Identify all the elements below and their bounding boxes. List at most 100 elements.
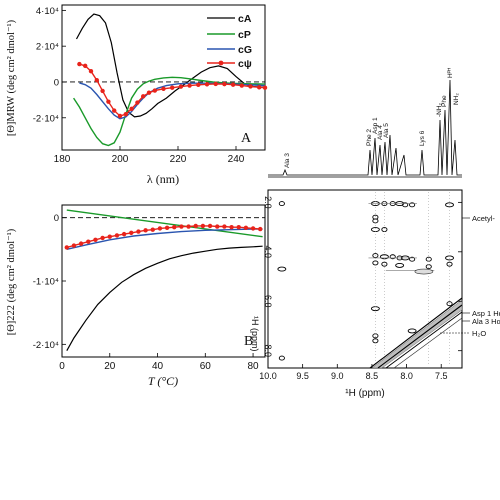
series-point — [150, 227, 155, 232]
nmr-1d-trace — [268, 79, 462, 176]
nmr-cross-peak — [372, 333, 379, 339]
nmr-cross-peak — [278, 201, 285, 207]
nmr-cross-peak — [409, 202, 416, 208]
panel-a-frame — [61, 4, 266, 151]
series-point — [186, 224, 191, 229]
series-point — [88, 69, 94, 74]
panel-a-label: A — [241, 131, 252, 146]
nmr-x-tick-label: 7.5 — [435, 371, 448, 381]
series-point — [170, 85, 175, 90]
nmr-cross-peak — [445, 255, 454, 261]
series-point — [112, 108, 117, 113]
series-point — [200, 223, 206, 229]
panel-a-xlabel: λ (nm) — [147, 172, 179, 186]
series-point — [117, 113, 123, 119]
series-point — [222, 224, 227, 229]
nmr-cross-peak — [407, 328, 417, 334]
series-point — [204, 82, 210, 87]
nmr-side-label-asp1: Asp 1 Hα — [472, 309, 500, 318]
series-line-2 — [66, 209, 263, 238]
nmr-cross-peak — [370, 306, 380, 312]
series-point — [94, 77, 100, 83]
nmr-cross-peak — [381, 261, 388, 267]
nmr-diagonal-line-1 — [369, 297, 463, 369]
x-tick-label: 200 — [112, 154, 129, 165]
panel-a-ylabel: [Θ]MRW (deg cm² dmol⁻¹) — [6, 19, 17, 136]
nmr-label-ala5: Ala 5 — [383, 123, 390, 138]
x-tick-label: 60 — [200, 361, 212, 372]
nmr-y-tick-label: 2.0 — [263, 196, 273, 209]
nmr-label-hph: Hᴾᴴ — [447, 68, 454, 78]
nmr-label-ala3: Ala 3 — [284, 153, 291, 168]
legend-label-ca: cA — [238, 13, 252, 25]
nmr-diagonal-line-2 — [377, 304, 463, 369]
series-point — [178, 84, 184, 89]
nmr-x-ticks: 10.0 9.5 9.0 8.5 8.0 7.5 — [259, 364, 447, 381]
nmr-label-asp1: Asp 1 — [372, 117, 379, 134]
series-point — [250, 226, 256, 231]
nmr-y-ticks: 2.0 4.0 6.0 8.0 — [263, 196, 462, 357]
series-point — [196, 82, 201, 88]
series-point — [121, 231, 127, 237]
series-point — [114, 233, 120, 238]
series-point — [236, 224, 241, 230]
nmr-label-nh2b: NH₂ — [453, 93, 460, 105]
nmr-cross-peak — [395, 262, 405, 268]
series-point — [187, 83, 192, 88]
nmr-label-lys6: Lys 6 — [419, 130, 426, 146]
series-point — [230, 82, 236, 87]
nmr-diagonal-line-4 — [393, 317, 463, 369]
legend-marker-cpsi — [218, 60, 224, 66]
nmr-cross-peak — [372, 253, 379, 258]
series-point — [77, 61, 82, 67]
panel-b-label: B — [244, 334, 253, 349]
series-point — [106, 99, 111, 104]
nmr-x-tick-label: 8.0 — [400, 371, 413, 381]
series-line-1 — [66, 245, 263, 351]
nmr-label-ala4: Ala 4 — [377, 125, 384, 140]
series-point — [93, 237, 98, 243]
series-point — [215, 224, 220, 229]
panel-b-x-ticks: 0 20 40 60 80 — [59, 353, 259, 372]
series-point — [164, 225, 170, 230]
x-tick-label: 240 — [228, 154, 245, 165]
series-point — [129, 230, 134, 236]
panel-a: 180 200 220 240 4·10⁴ 2·10⁴ 0 -2·10⁴ λ (nm) [Θ… — [6, 4, 268, 186]
series-point — [83, 63, 88, 69]
nmr-x-tick-label: 9.5 — [296, 371, 309, 381]
nmr-cross-peak — [425, 256, 432, 262]
series-point — [107, 234, 112, 239]
panel-b: 0 20 40 60 80 0 -1·10⁴ -2·10⁴ T (°C) [Θ]222 (d… — [6, 204, 266, 388]
x-tick-label: 180 — [54, 154, 71, 165]
series-line-1 — [75, 13, 266, 118]
series-point — [262, 85, 268, 90]
x-tick-label: 220 — [170, 154, 187, 165]
series-point — [258, 226, 263, 232]
series-point — [207, 223, 213, 229]
series-point — [64, 245, 69, 250]
panel-a-y-ticks: 4·10⁴ 2·10⁴ 0 -2·10⁴ — [33, 6, 66, 124]
nmr-water-peak — [414, 268, 434, 275]
series-point — [135, 100, 140, 105]
series-point — [100, 235, 105, 241]
nmr-cross-peak — [446, 301, 453, 307]
series-point — [152, 88, 157, 93]
legend-label-cpsi: cψ — [238, 58, 252, 70]
nmr-y-tick-label: 4.0 — [263, 246, 273, 259]
nmr-x-tick-label: 9.0 — [331, 371, 344, 381]
nmr-y-tick-label: 6.0 — [263, 295, 273, 308]
series-point — [248, 84, 253, 89]
series-point — [143, 228, 148, 233]
nmr-cross-peak — [445, 202, 454, 208]
nmr-1d-spectrum: Ala 3 Phe 2 Asp 1 Ala 4 Ala 5 Lys 6 -NH₂… — [268, 68, 462, 178]
y-tick-label: 0 — [54, 77, 59, 88]
nmr-label-phe2: Phe 2 — [366, 129, 373, 146]
nmr-label-phe: Phe — [441, 95, 448, 107]
nmr-cross-peak — [402, 202, 409, 208]
series-point — [157, 226, 163, 231]
nmr-side-labels: Acetyl- Asp 1 Hα Ala 3 Hα H₂O — [440, 214, 500, 338]
nmr-cross-peak — [389, 254, 396, 260]
nmr-cross-peak — [446, 261, 453, 267]
y-tick-label: -2·10⁴ — [33, 340, 59, 351]
